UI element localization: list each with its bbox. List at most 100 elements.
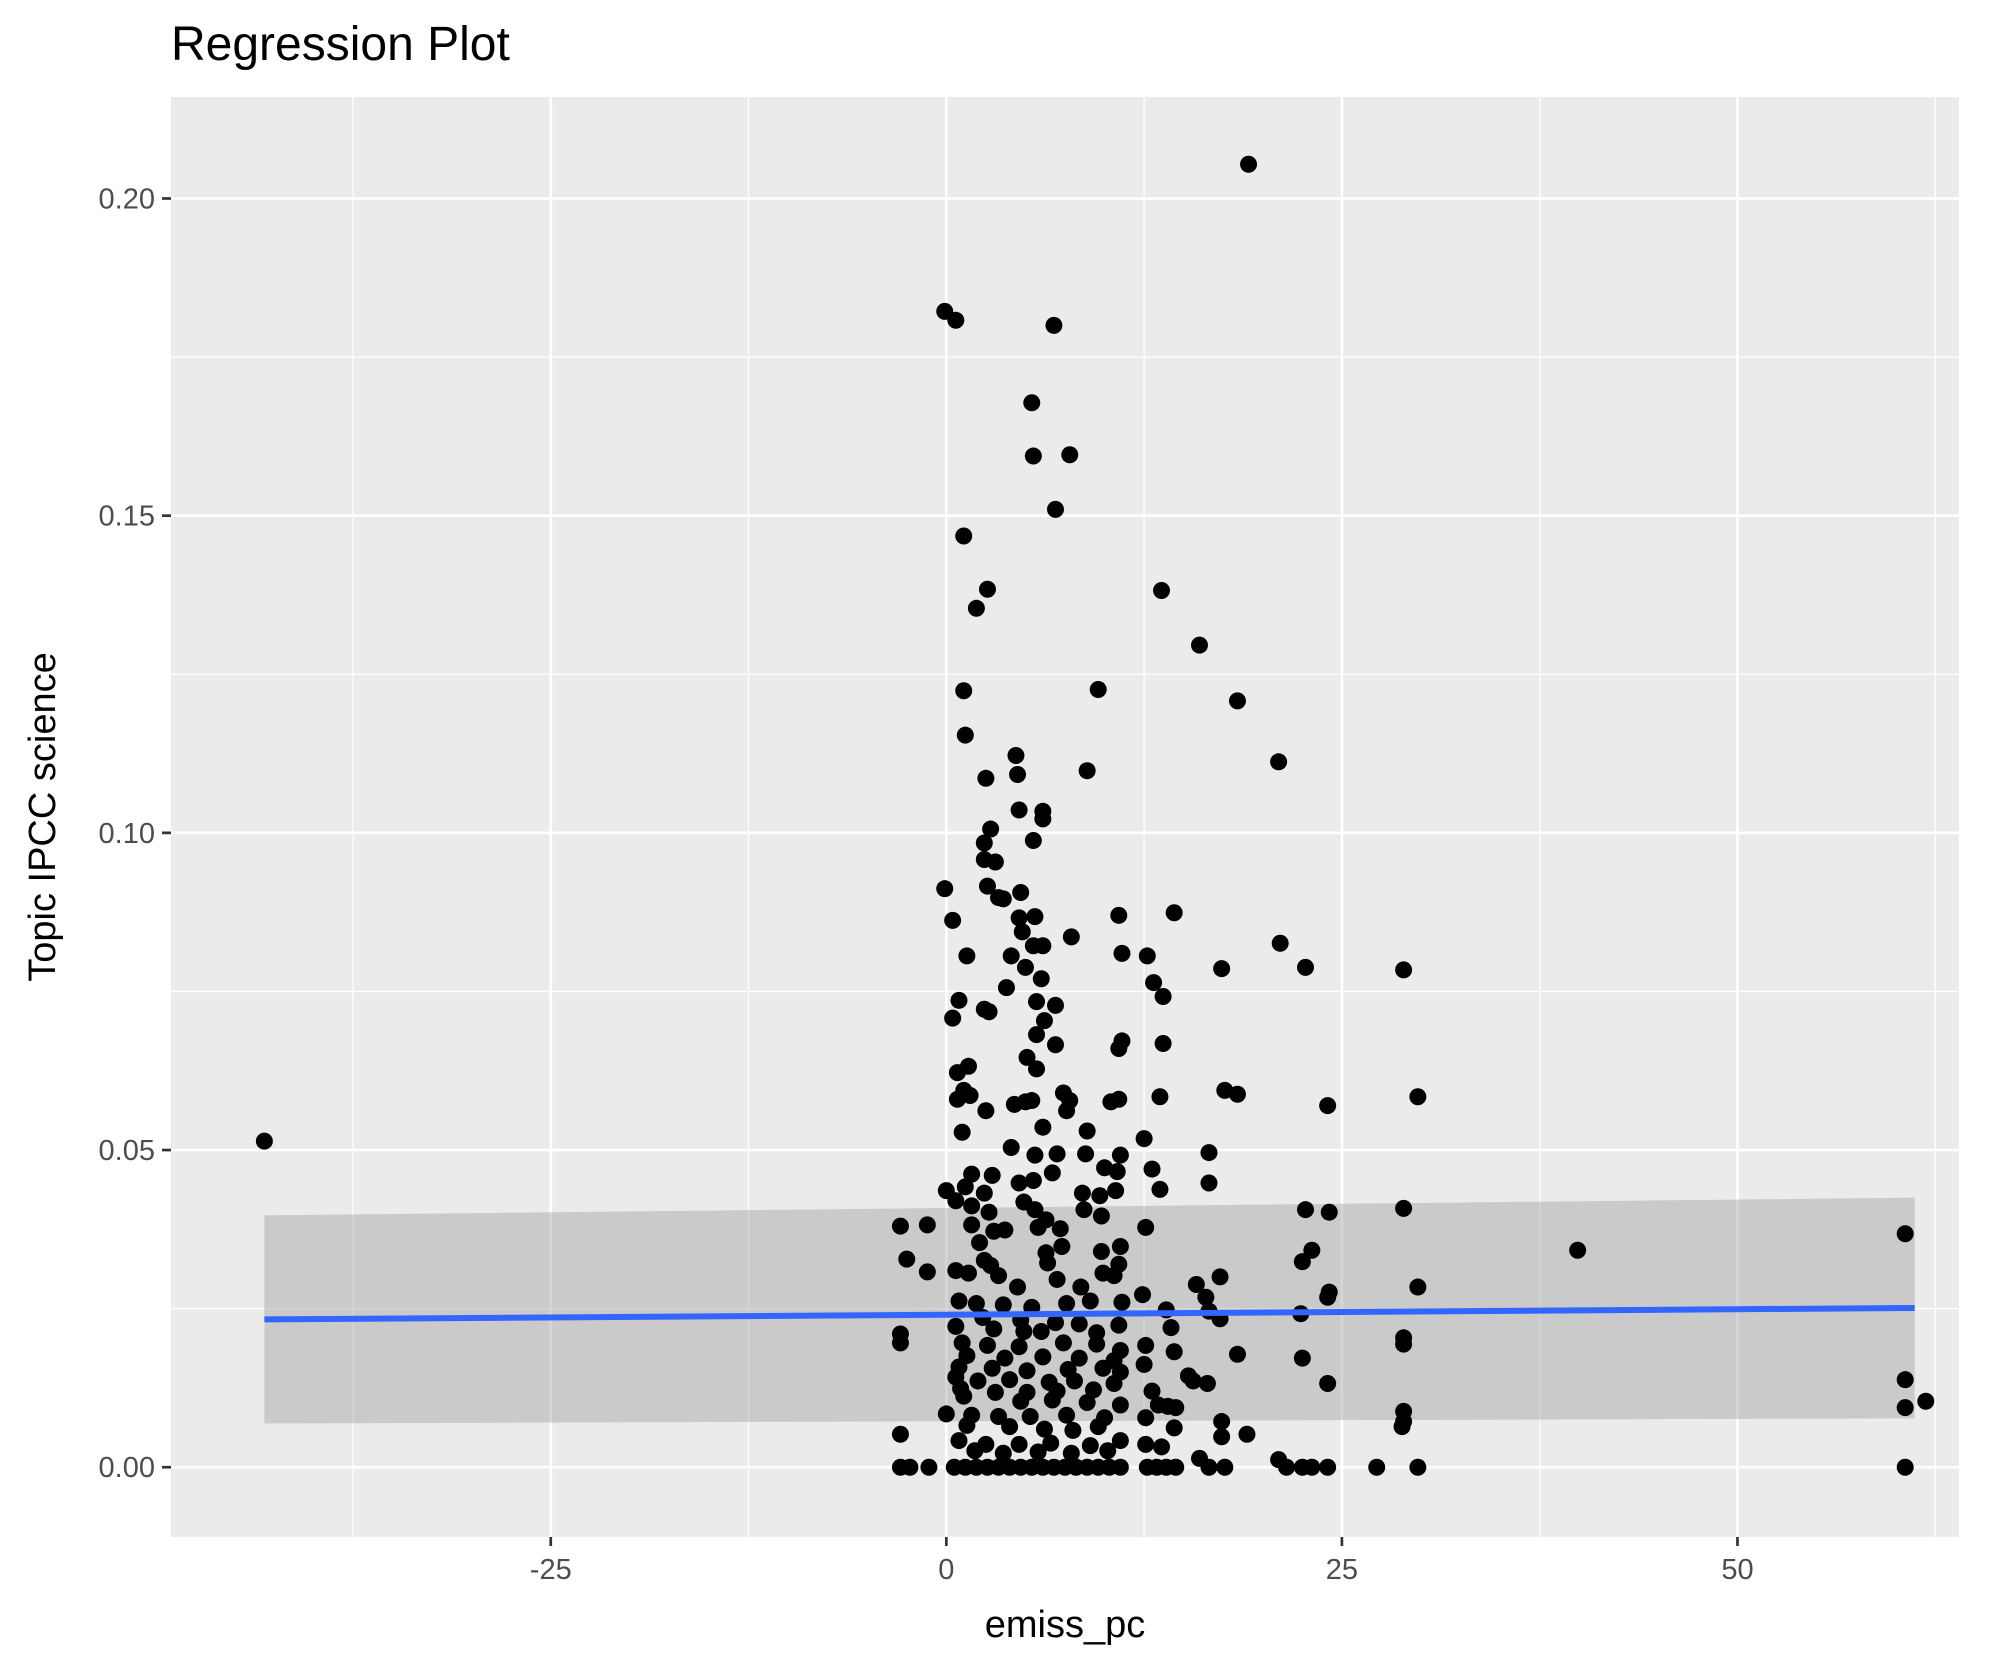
data-point [1569,1241,1587,1259]
data-point [1054,1334,1072,1352]
data-point [1047,1036,1065,1054]
data-point [1197,1288,1215,1306]
data-point [1319,1097,1337,1115]
data-point [1029,1443,1047,1461]
data-point [1026,1146,1044,1164]
data-point [1010,1174,1028,1192]
data-point [1039,1254,1057,1272]
data-point [1105,1267,1123,1285]
data-point [918,1263,936,1281]
data-point [1094,1359,1112,1377]
data-point [1145,974,1163,992]
data-point [1896,1458,1914,1476]
data-point [978,580,996,598]
data-point [1111,1146,1129,1164]
y-axis: 0.00 0.05 0.10 0.15 0.20 [99,183,171,1484]
data-point [1187,1276,1205,1294]
data-point [1024,831,1042,849]
data-point [1075,1201,1093,1219]
data-point [1021,1407,1039,1425]
data-point [978,1336,996,1354]
data-point [1042,1434,1060,1452]
data-point [1896,1399,1914,1417]
data-point [1293,1349,1311,1367]
data-point [997,979,1015,997]
data-point [961,1086,979,1104]
data-point [1137,1336,1155,1354]
data-point [901,1458,919,1476]
data-point [947,311,965,329]
data-point [1293,1253,1311,1271]
scatter-points [255,155,1935,1476]
data-point [982,820,1000,838]
data-point [1034,810,1052,828]
data-point [1297,1201,1315,1219]
data-point [1137,1435,1155,1453]
data-point [1113,944,1131,962]
data-point [1368,1458,1386,1476]
data-point [1143,1382,1161,1400]
plot-title: Regression Plot [171,18,510,71]
data-point [996,1349,1014,1367]
data-point [1099,1442,1117,1460]
data-point [1023,394,1041,412]
data-point [1319,1458,1337,1476]
data-point [1111,1237,1129,1255]
data-point [1053,1237,1071,1255]
data-point [963,1216,981,1234]
y-tick-label: 0.10 [99,818,155,850]
data-point [1393,1418,1411,1436]
data-point [1058,1295,1076,1313]
data-point [1111,1396,1129,1414]
data-point [963,1165,981,1183]
data-point [1002,1139,1020,1157]
data-point [1048,1145,1066,1163]
data-point [1028,1026,1046,1044]
data-point [955,682,973,700]
data-point [255,1132,273,1150]
data-point [953,1123,971,1141]
data-point [956,1178,974,1196]
fit-line [264,1304,1915,1323]
data-point [1078,1394,1096,1412]
data-point [1110,906,1128,924]
data-point [1153,582,1171,600]
data-point [1228,1345,1246,1363]
data-point [1028,1060,1046,1078]
data-point [1001,1371,1019,1389]
x-tick-label: 25 [1326,1554,1358,1586]
data-point [937,1405,955,1423]
data-point [1072,1278,1090,1296]
data-point [1001,1418,1019,1436]
data-point [1018,1048,1036,1066]
data-point [1190,636,1208,654]
data-point [1034,937,1052,955]
data-point [944,1009,962,1027]
data-point [1271,934,1289,952]
data-point [1200,1174,1218,1192]
data-point [1111,1458,1129,1476]
data-point [1138,947,1156,965]
data-point [1409,1278,1427,1296]
data-point [1143,1160,1161,1178]
data-point [891,1425,909,1443]
data-point [1211,1268,1229,1286]
data-point [1896,1371,1914,1389]
data-point [1024,447,1042,465]
data-point [1051,1220,1069,1238]
data-point [1013,923,1031,941]
data-point [994,1444,1012,1462]
data-point [1002,947,1020,965]
data-point [971,1234,989,1252]
data-point [1409,1088,1427,1106]
data-point [1032,1322,1050,1340]
y-tick-label: 0.05 [99,1135,155,1167]
data-point [1061,446,1079,464]
data-point [947,1317,965,1335]
data-point [1200,1144,1218,1162]
data-point [955,1387,973,1405]
data-point [1048,1270,1066,1288]
data-point [947,1262,965,1280]
data-point [1238,1425,1256,1443]
